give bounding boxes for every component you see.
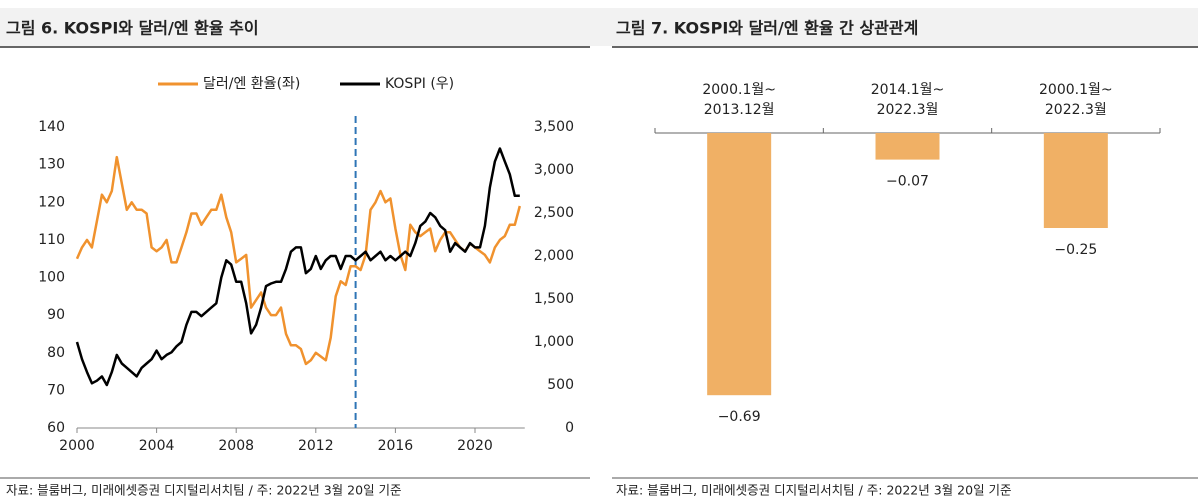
y2-tick-label: 3,000 <box>534 162 574 178</box>
x-tick-label: 2004 <box>139 438 175 454</box>
y-tick-label: 130 <box>38 157 65 173</box>
y2-tick-label: 2,000 <box>534 248 574 264</box>
bar <box>875 133 940 160</box>
x-tick-label: 2012 <box>298 438 334 454</box>
panel-title: 그림 7. KOSPI와 달러/엔 환율 간 상관관계 <box>616 19 918 38</box>
series-line <box>75 147 520 387</box>
value-label: −0.07 <box>886 174 929 190</box>
category-label: 2022.3월 <box>1045 102 1107 118</box>
legend-label: 달러/엔 환율(좌) <box>203 76 300 92</box>
bar <box>707 133 772 396</box>
category-label: 2000.1월~ <box>702 82 776 98</box>
y-tick-label: 100 <box>38 270 65 286</box>
category-label: 2013.12월 <box>704 102 775 118</box>
y-tick-label: 110 <box>38 232 65 248</box>
panel-title: 그림 6. KOSPI와 달러/엔 환율 추이 <box>6 19 259 38</box>
y-tick-label: 60 <box>47 420 65 436</box>
x-tick-label: 2008 <box>218 438 254 454</box>
value-label: −0.69 <box>718 409 761 425</box>
y2-tick-label: 2,500 <box>534 205 574 221</box>
y-tick-label: 90 <box>47 307 65 323</box>
y-tick-label: 120 <box>38 194 65 210</box>
y2-tick-label: 0 <box>565 420 574 436</box>
x-tick-label: 2000 <box>59 438 95 454</box>
source-note: 자료: 블룸버그, 미래에셋증권 디지털리서치팀 / 주: 2022년 3월 2… <box>6 483 402 498</box>
y2-tick-label: 1,000 <box>534 334 574 350</box>
value-label: −0.25 <box>1054 242 1097 258</box>
x-tick-label: 2016 <box>378 438 414 454</box>
y-tick-label: 80 <box>47 345 65 361</box>
x-tick-label: 2020 <box>457 438 493 454</box>
source-note: 자료: 블룸버그, 미래에셋증권 디지털리서치팀 / 주: 2022년 3월 2… <box>616 483 1012 498</box>
y-tick-label: 140 <box>38 119 65 135</box>
bar <box>1043 133 1108 228</box>
category-label: 2000.1월~ <box>1039 82 1113 98</box>
y2-tick-label: 3,500 <box>534 119 574 135</box>
category-label: 2022.3월 <box>877 102 939 118</box>
series-line <box>75 155 522 366</box>
y2-tick-label: 500 <box>547 377 574 393</box>
header-band <box>0 8 1198 46</box>
y2-tick-label: 1,500 <box>534 291 574 307</box>
legend-label: KOSPI (우) <box>385 76 454 92</box>
y-tick-label: 70 <box>47 382 65 398</box>
category-label: 2014.1월~ <box>871 82 945 98</box>
